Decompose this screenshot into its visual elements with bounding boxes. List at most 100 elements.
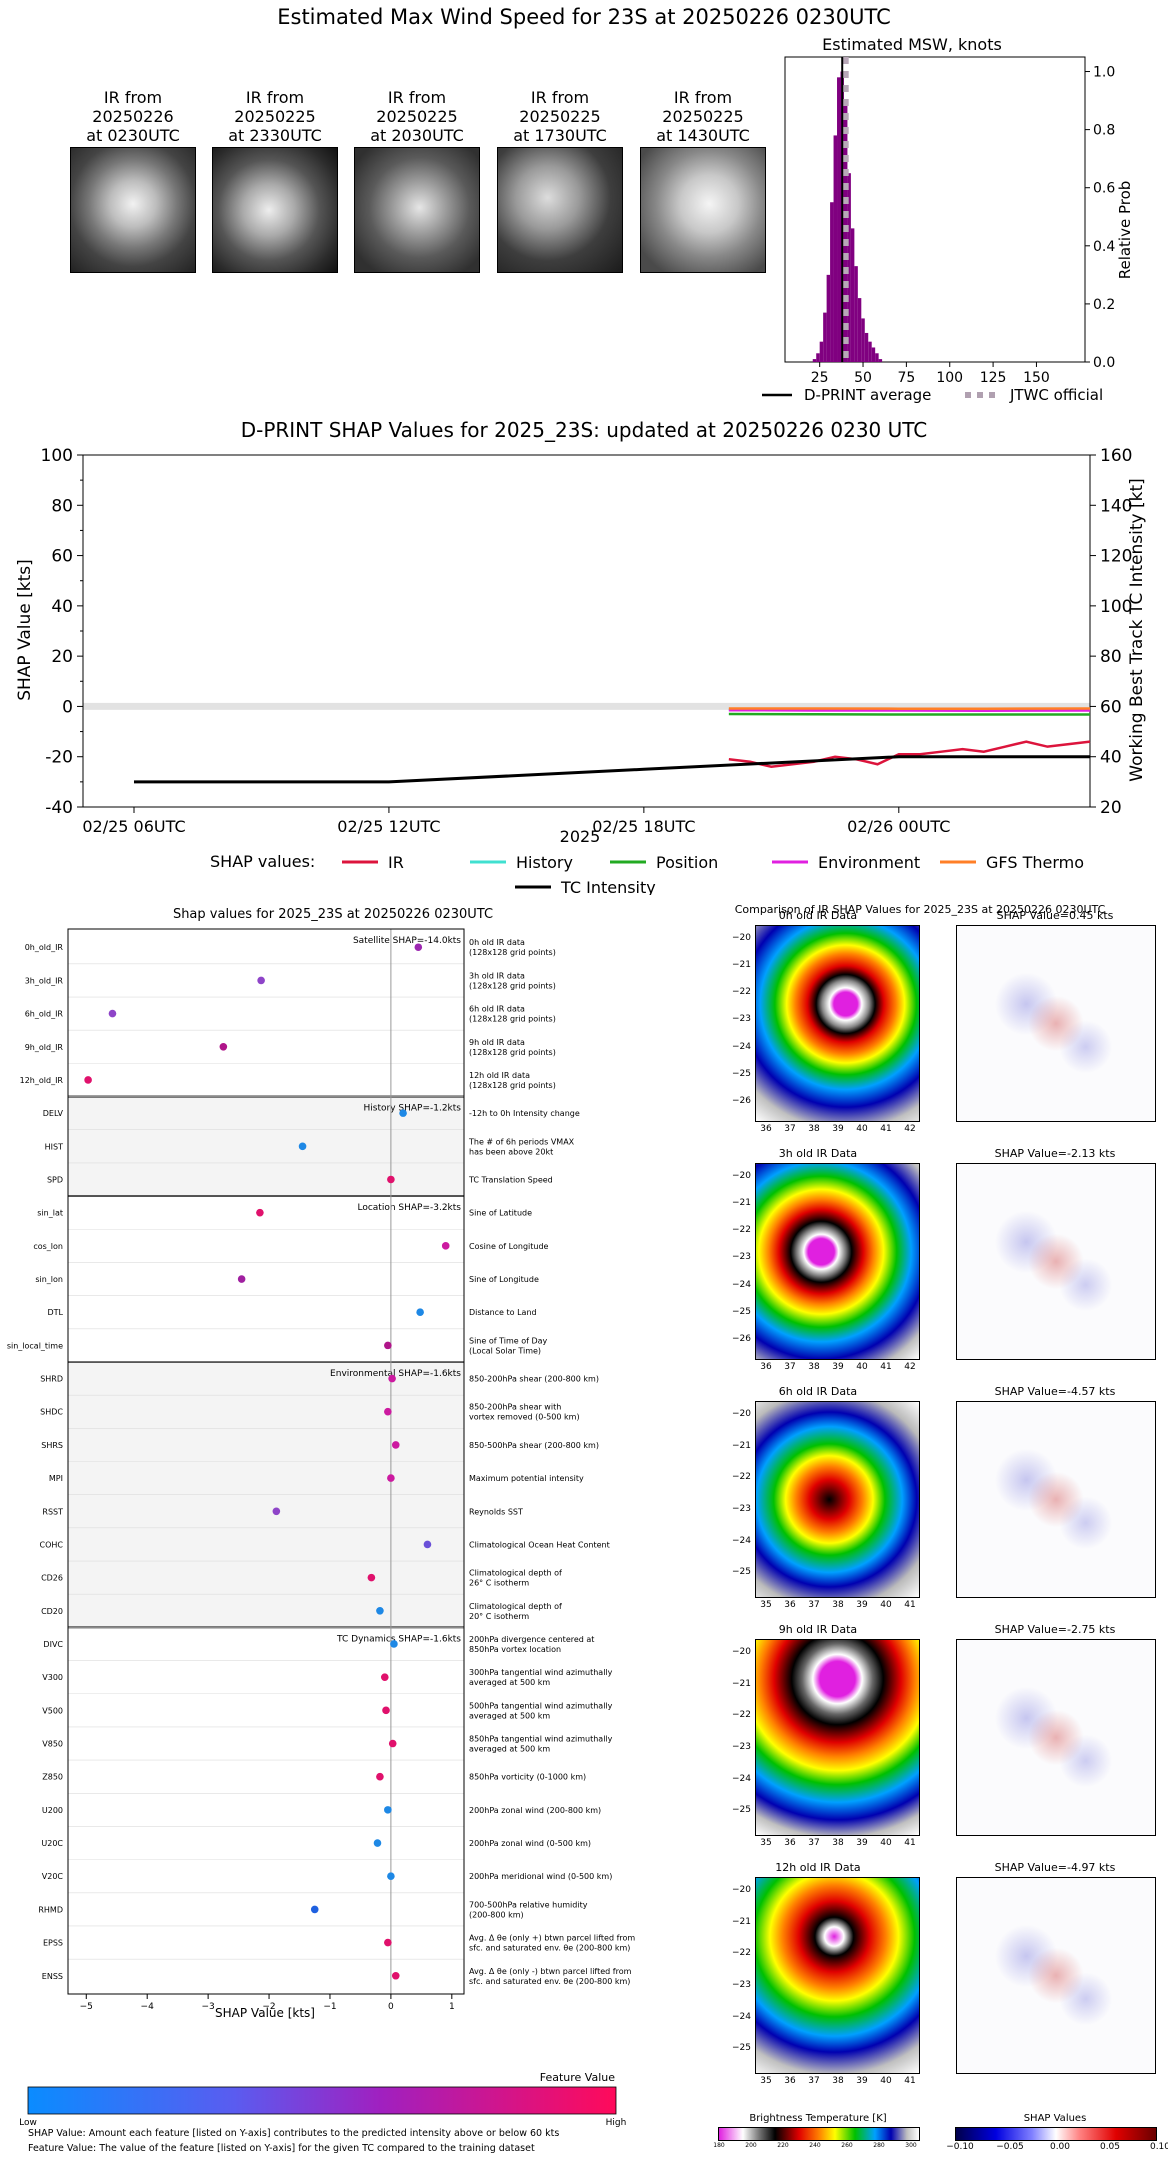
feature-shap-point [399,1109,407,1117]
feature-description: 850hPa tangential wind azimuthally [469,1735,613,1744]
legend-label: History [516,853,573,872]
ir-panel-x-tick: 37 [808,1838,820,1848]
feature-description: (128x128 grid points) [469,981,556,990]
feature-shap-point [367,1573,376,1582]
ir-panel-x-tick: 41 [904,1600,916,1610]
shap-colorbar-tick: 0.00 [1049,2142,1071,2152]
histogram-bar [830,202,834,362]
feature-shap-point [384,1407,392,1416]
ir-panel-y-tick: −24 [732,2011,751,2022]
ir-panel-y-tick: −23 [732,1504,751,1514]
legend-jtwc: JTWC official [1009,386,1103,404]
feature-name-label: ENSS [42,1972,63,1981]
bt-colorbar-tick: 300 [905,2142,917,2149]
ir-panel-x-tick: 39 [856,2076,868,2086]
feature-description: 6h old IR data [469,1005,525,1014]
timeseries-y2-tick-label: 60 [1100,697,1122,717]
ir-panel-y-tick: −21 [732,1198,751,1209]
series-line-environment [728,708,1091,712]
histogram-bar [819,341,824,362]
histogram-y-tick-label: 0.0 [1093,355,1115,371]
ir-panel-x-tick: 38 [832,1600,844,1610]
ir-panel-y-tick: −23 [732,1014,751,1025]
feature-shap-point [272,1507,281,1516]
ir-thumbnail-label: IR from 20250225 at 1430UTC [656,88,750,145]
scatter-x-tick-label: −4 [141,2002,155,2012]
ir-panel-x-tick: 40 [856,1362,868,1372]
feature-shap-point [387,1872,395,1881]
shap-panel-image [956,1401,1156,1598]
ir-panel-y-tick: −24 [732,1535,751,1546]
histogram-x-tick-label: 125 [980,370,1007,386]
shap-timeseries: D-PRINT SHAP Values for 2025_23S: update… [15,418,1147,895]
ir-thumbnail-image [354,147,480,273]
feature-colorbar-title: Feature Value [540,2071,616,2084]
histogram-x-tick-label: 50 [854,370,872,386]
feature-shap-point [257,976,265,985]
scatter-xlabel: SHAP Value [kts] [215,2006,315,2020]
histogram-axes-frame [784,56,1086,363]
histogram-bar [875,353,879,362]
shap-colorbar-tick: 0.05 [1099,2142,1121,2152]
ir-panel-y-tick: −21 [732,1678,751,1689]
timeseries-y-tick-label: -40 [45,798,73,818]
shap-colorbar-tick: −0.10 [946,2142,974,2152]
histogram-bar [816,353,820,362]
feature-description: 850hPa vortex location [469,1645,561,1654]
feature-shap-point [387,1474,395,1482]
ir-panel-y-tick: −24 [732,1279,751,1290]
feature-description: 9h old IR data [469,1038,525,1047]
ir-panel-x-tick: 40 [856,1124,868,1134]
timeseries-y-tick-label: 20 [51,647,73,667]
bt-colorbar-tick: 180 [713,2142,725,2149]
ir-panel-x-tick: 39 [832,1362,844,1372]
note-feature-value: Feature Value: The value of the feature … [28,2143,535,2154]
legend-prefix: SHAP values: [210,852,315,871]
feature-description: 200hPa zonal wind (200-800 km) [469,1806,601,1815]
feature-name-label: CD20 [41,1607,63,1616]
scatter-x-tick-label: −3 [201,2002,214,2012]
feature-shap-point [376,1606,384,1615]
feature-shap-point [391,1971,400,1980]
ir-panel-x-tick: 41 [904,2076,916,2086]
bt-colorbar-tick: 220 [777,2142,789,2149]
ir-panel-x-tick: 41 [880,1362,892,1372]
feature-description: averaged at 500 km [469,1711,550,1720]
feature-description: 26° C isotherm [469,1579,529,1588]
feature-name-label: DTL [47,1308,63,1317]
feature-description: vortex removed (0-500 km) [469,1413,580,1422]
feature-name-label: COHC [40,1540,64,1549]
feature-description: 850-200hPa shear (200-800 km) [469,1375,599,1384]
feature-description: Reynolds SST [469,1507,523,1516]
feature-name-label: RSST [42,1507,63,1516]
feature-shap-point [256,1208,264,1217]
feature-name-label: sin_lon [35,1275,63,1284]
feature-name-label: 6h_old_IR [25,1010,64,1019]
feature-description: Climatological Ocean Heat Content [469,1540,610,1549]
feature-description: 200hPa divergence centered at [469,1635,594,1644]
histogram-title: Estimated MSW, knots [822,35,1002,54]
shap-panel-image [956,1877,1156,2074]
ir-panel-image [755,1163,920,1360]
feature-name-label: 0h_old_IR [25,943,64,952]
feature-description: 500hPa tangential wind azimuthally [469,1701,613,1710]
group-label: History SHAP=-1.2kts [364,1104,462,1114]
timeseries-x-tick-label: 02/25 18UTC [592,817,695,836]
ir-panel-y-tick: −20 [732,1885,751,1895]
shap-panel-title: SHAP Value=-4.57 kts [994,1385,1116,1398]
ir-thumbnail-label: IR from 20250226 at 0230UTC [86,88,180,145]
shap-panel-image [956,1639,1156,1836]
scatter-x-tick-label: −2 [262,2002,275,2012]
ir-panel-x-tick: 41 [904,1838,916,1848]
msw-histogram: Estimated MSW, knots 25 50 75 100 125 150 0.0 0… [762,35,1134,404]
feature-name-label: V500 [42,1706,63,1715]
timeseries-y-tick-label: -20 [45,748,73,768]
feature-description: (Local Solar Time) [469,1346,541,1355]
bt-colorbar-title: Brightness Temperature [K] [749,2113,887,2124]
timeseries-y2-tick-label: 160 [1100,446,1132,466]
timeseries-axes-frame [82,454,1091,808]
shap-panel-title: SHAP Value=0.45 kts [996,909,1114,922]
ir-panel-y-tick: −22 [732,1710,751,1721]
ir-thumbnail-image [640,147,766,273]
ir-panel-x-tick: 40 [880,1600,892,1610]
